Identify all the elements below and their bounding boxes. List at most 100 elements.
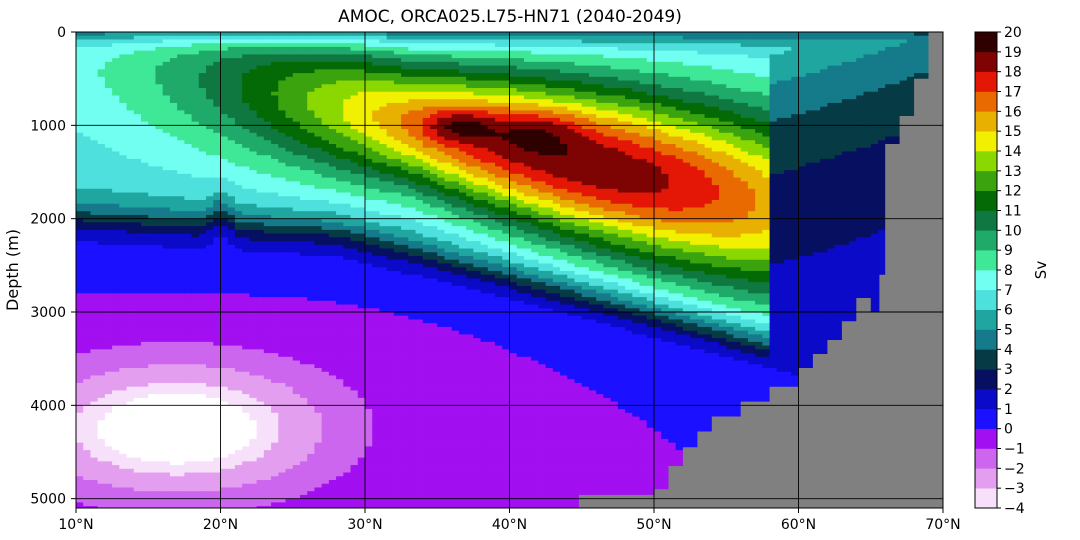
contour-cell bbox=[213, 371, 222, 377]
contour-cell bbox=[299, 256, 308, 261]
contour-cell bbox=[148, 424, 157, 429]
contour-cell bbox=[119, 218, 128, 223]
contour-cell bbox=[249, 480, 258, 485]
contour-cell bbox=[191, 69, 200, 74]
contour-cell bbox=[133, 424, 142, 429]
contour-cell bbox=[198, 282, 207, 287]
contour-cell bbox=[343, 424, 352, 429]
contour-cell bbox=[307, 465, 316, 470]
contour-cell bbox=[336, 364, 344, 369]
contour-cell bbox=[148, 65, 157, 70]
contour-cell bbox=[220, 76, 229, 82]
contour-cell bbox=[292, 312, 301, 317]
contour-cell bbox=[155, 252, 164, 257]
contour-cell bbox=[314, 43, 323, 48]
contour-cell bbox=[141, 155, 149, 160]
contour-cell bbox=[83, 420, 92, 425]
contour-cell bbox=[133, 494, 142, 500]
contour-cell bbox=[184, 412, 193, 418]
contour-cell bbox=[321, 450, 330, 455]
contour-cell bbox=[263, 360, 272, 365]
contour-cell bbox=[263, 211, 272, 216]
contour-cell bbox=[97, 121, 106, 126]
contour-cell bbox=[112, 43, 120, 48]
contour-cell bbox=[206, 73, 214, 78]
contour-cell bbox=[314, 338, 323, 343]
contour-cell bbox=[169, 457, 178, 462]
contour-cell bbox=[191, 114, 200, 119]
contour-cell bbox=[112, 241, 120, 246]
contour-cell bbox=[220, 353, 229, 358]
contour-cell bbox=[191, 196, 200, 201]
contour-cell bbox=[213, 233, 222, 238]
contour-cell bbox=[148, 282, 157, 287]
contour-cell bbox=[242, 151, 250, 156]
contour-cell bbox=[112, 244, 120, 250]
contour-cell bbox=[249, 420, 258, 425]
contour-cell bbox=[90, 491, 99, 496]
contour-cell bbox=[234, 158, 243, 164]
contour-cell bbox=[242, 416, 250, 421]
contour-cell bbox=[314, 69, 323, 74]
contour-cell bbox=[155, 461, 164, 466]
contour-cell bbox=[350, 270, 359, 276]
contour-cell bbox=[350, 498, 359, 503]
contour-cell bbox=[292, 35, 301, 41]
contour-cell bbox=[292, 297, 301, 302]
contour-cell bbox=[321, 162, 330, 167]
contour-cell bbox=[112, 468, 120, 474]
contour-cell bbox=[191, 349, 200, 354]
contour-cell bbox=[206, 457, 214, 462]
contour-cell bbox=[177, 461, 185, 466]
contour-cell bbox=[350, 233, 359, 238]
contour-cell bbox=[299, 453, 308, 459]
contour-cell bbox=[83, 263, 92, 268]
contour-cell bbox=[314, 278, 323, 283]
contour-cell bbox=[263, 91, 272, 97]
contour-cell bbox=[76, 241, 84, 246]
contour-cell bbox=[191, 465, 200, 470]
contour-cell bbox=[97, 330, 106, 335]
contour-cell bbox=[321, 312, 330, 317]
contour-cell bbox=[104, 270, 113, 276]
contour-cell bbox=[263, 453, 272, 459]
contour-cell bbox=[97, 442, 106, 447]
contour-cell bbox=[169, 424, 178, 429]
contour-cell bbox=[256, 480, 265, 485]
contour-cell bbox=[249, 188, 258, 194]
contour-cell bbox=[119, 140, 128, 145]
contour-cell bbox=[321, 405, 330, 410]
contour-cell bbox=[343, 476, 352, 481]
contour-cell bbox=[234, 136, 243, 141]
contour-cell bbox=[213, 214, 222, 220]
contour-cell bbox=[112, 349, 120, 354]
contour-cell bbox=[177, 136, 185, 141]
contour-cell bbox=[126, 375, 135, 380]
contour-cell bbox=[285, 323, 294, 328]
contour-cell bbox=[155, 353, 164, 358]
contour-cell bbox=[242, 405, 250, 410]
contour-cell bbox=[328, 285, 337, 291]
contour-cell bbox=[307, 416, 316, 421]
contour-cell bbox=[104, 162, 113, 167]
contour-cell bbox=[350, 132, 359, 138]
contour-cell bbox=[112, 192, 120, 197]
contour-cell bbox=[162, 274, 171, 279]
contour-cell bbox=[169, 140, 178, 145]
contour-cell bbox=[299, 91, 308, 97]
contour-cell bbox=[119, 401, 128, 406]
contour-cell bbox=[234, 401, 243, 406]
contour-cell bbox=[336, 341, 344, 347]
contour-cell bbox=[133, 315, 142, 321]
contour-cell bbox=[90, 248, 99, 253]
contour-cell bbox=[191, 293, 200, 298]
contour-cell bbox=[278, 491, 287, 496]
contour-cell bbox=[198, 338, 207, 343]
contour-cell bbox=[321, 270, 330, 276]
contour-cell bbox=[83, 43, 92, 48]
contour-cell bbox=[119, 214, 128, 220]
contour-cell bbox=[285, 438, 294, 444]
contour-cell bbox=[220, 32, 229, 37]
contour-cell bbox=[299, 431, 308, 436]
contour-cell bbox=[141, 506, 149, 508]
